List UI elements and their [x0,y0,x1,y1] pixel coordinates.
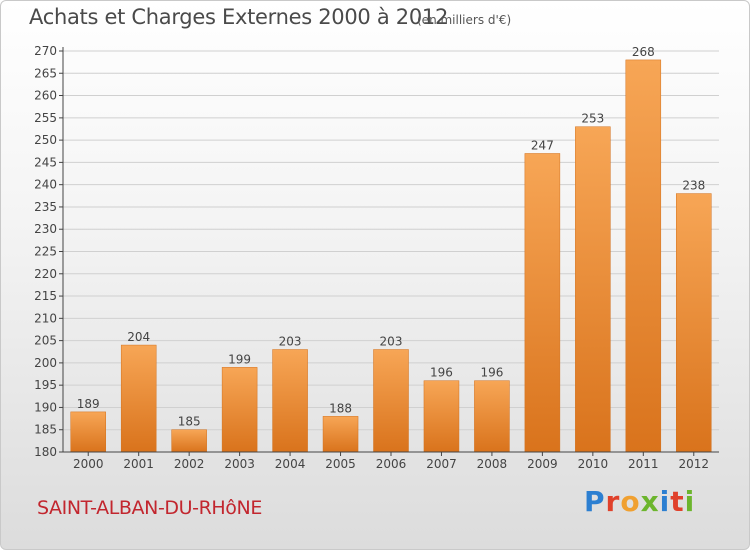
y-tick-label: 235 [34,200,57,214]
bar-2009 [524,153,561,453]
bar-value-label: 203 [279,335,302,349]
bar-value-label: 268 [632,45,655,59]
bar-2002 [171,429,207,453]
y-tick-label: 240 [34,178,57,192]
y-tick-label: 225 [34,245,57,259]
logo-letter: x [640,485,660,518]
chart-subtitle: (en milliers d'€) [417,13,512,27]
bar-2008 [474,380,510,453]
bar-value-label: 189 [77,397,100,411]
bar-value-label: 196 [480,366,503,380]
bar-2000 [70,411,106,453]
y-tick-label: 180 [34,445,57,459]
bar-2007 [423,380,460,453]
y-tick-label: 195 [34,378,57,392]
x-tick-label: 2010 [578,457,609,471]
bar-value-label: 247 [531,138,554,152]
y-tick-label: 255 [34,111,57,125]
bar-2004 [272,349,308,453]
logo-letter: o [620,485,641,518]
bar-value-label: 199 [228,352,251,366]
x-tick-label: 2004 [275,457,306,471]
y-tick-label: 220 [34,267,57,281]
x-tick-label: 2011 [628,457,659,471]
axes: 180 185 190 195 200 205 210 215 220 225 230 235 240 2… [34,44,719,471]
bar-value-label: 196 [430,366,453,380]
chart-title: Achats et Charges Externes 2000 à 2012 [29,5,449,29]
y-tick-label: 260 [34,89,57,103]
y-tick-label: 250 [34,133,57,147]
proxiti-logo: Proxiti [584,485,695,518]
x-tick-label: 2005 [325,457,356,471]
bars: 189 204 185 199 203 188 203 196 196 247 253 268 238 [70,45,712,453]
bar-2003 [221,367,258,453]
x-tick-label: 2006 [376,457,407,471]
bar-value-label: 203 [380,335,403,349]
y-tick-label: 215 [34,289,57,303]
x-tick-label: 2007 [426,457,457,471]
bar-2012 [676,193,712,453]
y-tick-label: 200 [34,356,57,370]
y-tick-label: 265 [34,66,57,80]
x-tick-label: 2001 [123,457,154,471]
y-tick-label: 230 [34,222,57,236]
x-tick-label: 2002 [174,457,205,471]
logo-letter: t [670,485,685,518]
x-tick-label: 2003 [224,457,255,471]
bar-2010 [575,126,611,453]
location-label: SAINT-ALBAN-DU-RHôNE [37,497,262,519]
logo-letter: P [584,485,606,518]
logo-letter: i [659,485,671,518]
bar-2005 [322,416,359,453]
bar-2011 [625,59,662,453]
bar-value-label: 204 [127,330,150,344]
y-tick-label: 190 [34,400,57,414]
x-tick-label: 2008 [477,457,508,471]
bar-value-label: 253 [581,112,604,126]
x-tick-label: 2009 [527,457,558,471]
x-tick-label: 2012 [678,457,709,471]
y-tick-label: 270 [34,44,57,58]
x-tick-label: 2000 [73,457,104,471]
logo-letter: i [684,485,696,518]
bar-2001 [120,344,157,453]
y-tick-label: 245 [34,155,57,169]
bar-value-label: 185 [178,415,201,429]
bar-2006 [373,349,409,453]
y-tick-label: 205 [34,334,57,348]
logo-letter: r [605,485,621,518]
bar-value-label: 238 [682,179,705,193]
bar-value-label: 188 [329,401,352,415]
y-tick-label: 185 [34,423,57,437]
y-tick-label: 210 [34,311,57,325]
